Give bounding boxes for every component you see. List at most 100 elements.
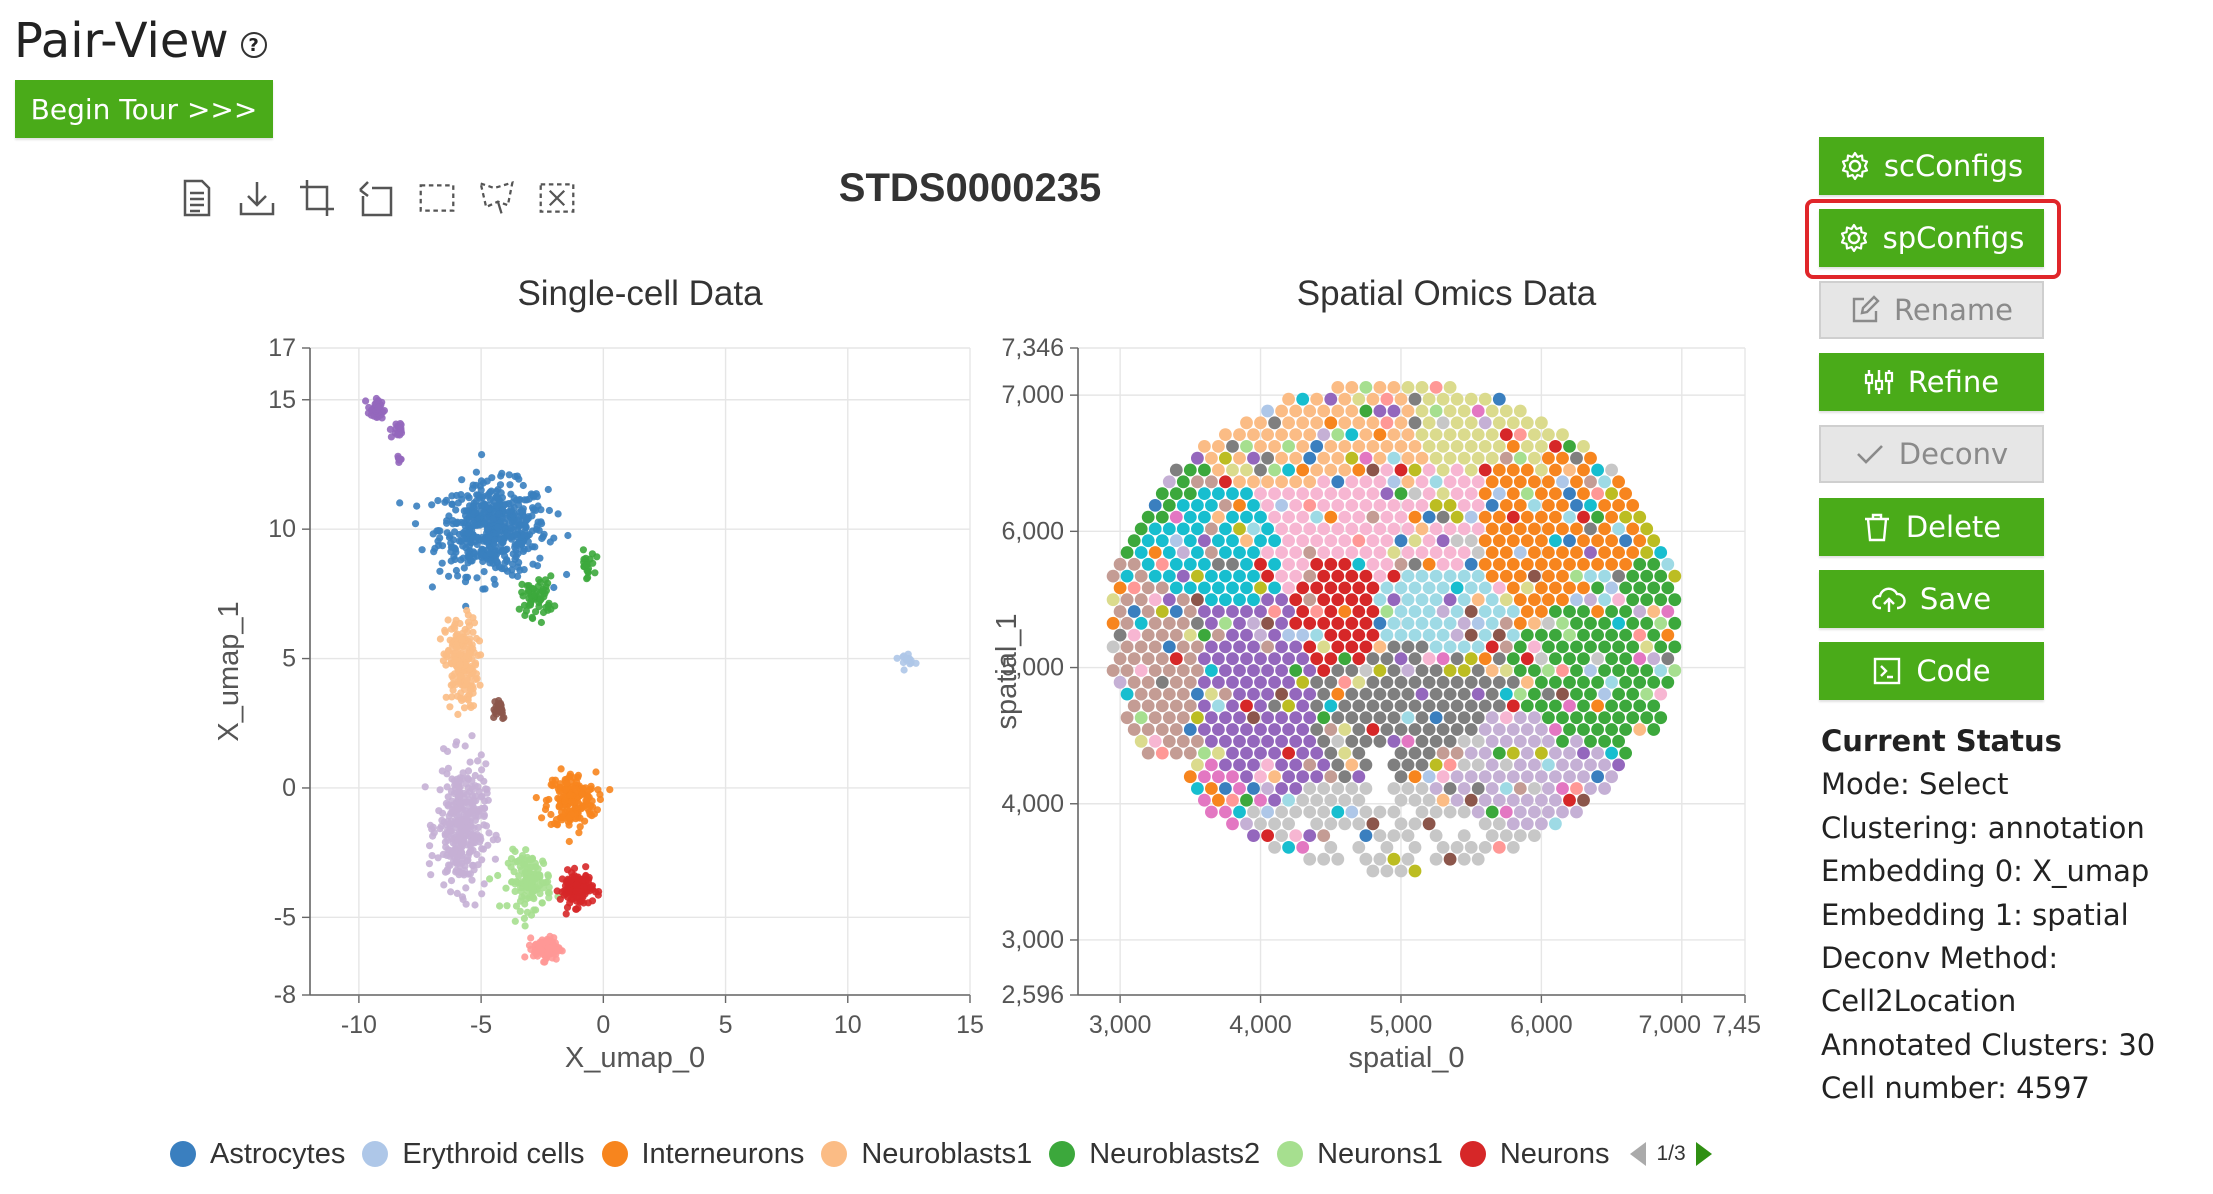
charts-area[interactable]: Single-cell Data-10 -5 0 5 10 15-8-505101517X… xyxy=(0,250,1780,1110)
spot xyxy=(1247,569,1260,583)
legend-prev-icon[interactable] xyxy=(1630,1142,1647,1166)
spot xyxy=(1303,593,1317,607)
spot xyxy=(1176,522,1190,536)
spot xyxy=(1556,664,1569,677)
cell-point xyxy=(587,802,595,810)
cell-point xyxy=(551,776,560,784)
spot xyxy=(1268,652,1281,666)
spot xyxy=(1450,440,1464,453)
spot xyxy=(1106,664,1120,677)
spot xyxy=(1450,487,1464,500)
cell-point xyxy=(515,475,523,483)
legend-next-icon[interactable] xyxy=(1695,1142,1712,1166)
spot xyxy=(1261,451,1274,465)
spot xyxy=(1633,675,1647,689)
legend-item[interactable]: Interneurons xyxy=(601,1138,804,1171)
legend-item[interactable]: Neuroblasts2 xyxy=(1049,1138,1260,1171)
spot xyxy=(1577,487,1590,500)
spot xyxy=(1485,711,1499,725)
cell-point xyxy=(469,785,477,794)
scconfigs-button[interactable]: scConfigs xyxy=(1819,137,2044,195)
spot xyxy=(1296,463,1310,477)
begin-tour-button[interactable]: Begin Tour >>> xyxy=(15,80,273,138)
spot xyxy=(1528,451,1541,465)
spot xyxy=(1591,770,1604,784)
spot xyxy=(1191,758,1204,772)
spot xyxy=(1422,770,1436,784)
rename-button[interactable]: Rename xyxy=(1819,281,2044,340)
cell-point xyxy=(477,793,485,801)
cell-point xyxy=(489,515,497,523)
rect-select-icon[interactable] xyxy=(418,176,456,220)
undo-select-icon[interactable] xyxy=(358,176,396,220)
spot xyxy=(1127,581,1141,595)
spot xyxy=(1443,593,1457,607)
spconfigs-button[interactable]: spConfigs xyxy=(1819,209,2044,268)
legend-item[interactable]: Neurons xyxy=(1459,1138,1609,1171)
data-view-icon[interactable] xyxy=(178,176,216,220)
spot xyxy=(1415,687,1429,701)
refine-button[interactable]: Refine xyxy=(1819,353,2044,412)
spot xyxy=(1352,746,1366,760)
spot xyxy=(1324,581,1338,595)
spot xyxy=(1317,687,1331,701)
spot xyxy=(1570,640,1583,654)
spot xyxy=(1310,557,1324,571)
save-button[interactable]: Save xyxy=(1819,569,2044,628)
spot xyxy=(1577,699,1590,713)
spot xyxy=(1113,628,1127,642)
cell-point xyxy=(442,799,450,808)
legend-item[interactable]: Neurons1 xyxy=(1277,1138,1443,1171)
spot xyxy=(1338,534,1352,548)
legend-item[interactable]: Astrocytes xyxy=(170,1138,345,1171)
legend-item[interactable]: Neuroblasts1 xyxy=(821,1138,1032,1171)
spot xyxy=(1127,652,1141,666)
spot xyxy=(1626,616,1640,630)
spot xyxy=(1317,475,1331,489)
legend-label: Erythroid cells xyxy=(402,1137,585,1170)
deconv-button[interactable]: Deconv xyxy=(1819,425,2044,484)
code-button[interactable]: Code xyxy=(1819,641,2044,700)
spot xyxy=(1275,499,1288,512)
spot xyxy=(1394,557,1408,571)
crop-select-icon[interactable] xyxy=(298,176,336,220)
spot xyxy=(1289,664,1303,677)
cell-point xyxy=(528,512,536,520)
cell-point xyxy=(542,583,550,591)
legend-item[interactable]: Erythroid cells xyxy=(362,1137,585,1171)
cell-point xyxy=(501,565,509,573)
cell-point xyxy=(563,570,571,579)
spot xyxy=(1254,699,1267,713)
cell-point xyxy=(565,887,573,895)
spot xyxy=(1506,440,1520,453)
help-icon[interactable]: ? xyxy=(240,32,267,58)
gear-icon xyxy=(1839,223,1869,253)
legend-swatch xyxy=(601,1141,628,1167)
spot xyxy=(1233,782,1246,795)
download-icon[interactable] xyxy=(238,176,276,220)
cell-point xyxy=(541,576,550,584)
spot xyxy=(1387,546,1401,559)
spot xyxy=(1191,522,1204,536)
spot xyxy=(1457,451,1471,465)
spot xyxy=(1127,723,1141,736)
clear-select-icon[interactable] xyxy=(538,176,576,220)
cell-point xyxy=(480,821,488,829)
spot xyxy=(1275,569,1288,583)
cell-point xyxy=(466,502,474,510)
spot xyxy=(1338,416,1352,430)
spot xyxy=(1303,499,1317,512)
spot xyxy=(1492,817,1506,831)
spot xyxy=(1520,793,1534,807)
spot xyxy=(1303,522,1317,536)
spot xyxy=(1528,758,1541,772)
spot xyxy=(1429,829,1443,842)
spot xyxy=(1352,463,1366,477)
spot xyxy=(1359,428,1373,441)
spot xyxy=(1492,770,1506,784)
delete-button[interactable]: Delete xyxy=(1819,497,2044,556)
lasso-select-icon[interactable] xyxy=(478,176,516,220)
cell-point xyxy=(443,830,451,838)
cell-point xyxy=(452,616,460,624)
spot xyxy=(1212,652,1225,666)
